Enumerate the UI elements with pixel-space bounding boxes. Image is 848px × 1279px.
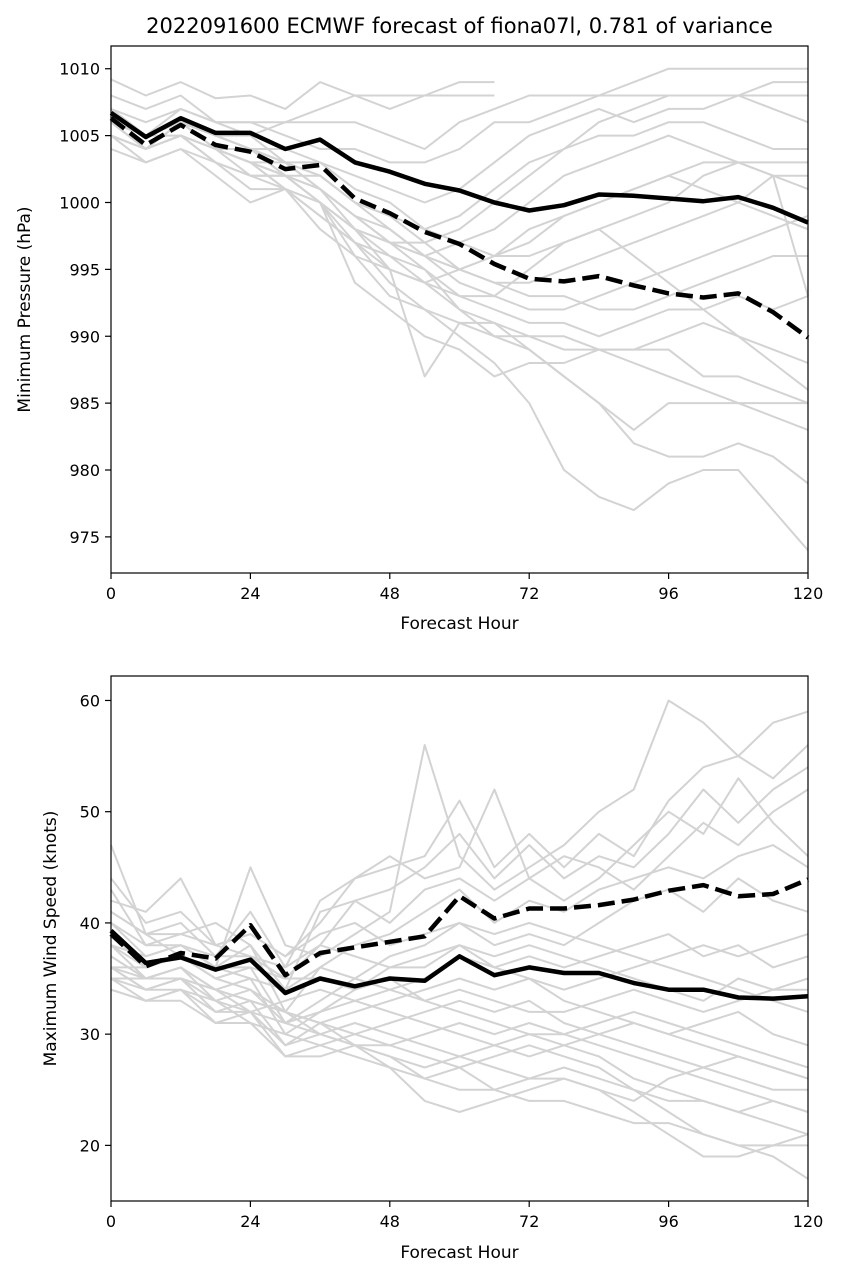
wind-y-tick-label: 30: [80, 1025, 100, 1044]
wind-dashed-line: [109, 877, 809, 978]
wind-x-tick-label: 0: [106, 1212, 116, 1231]
pressure-ensemble-member-20: [110, 121, 809, 405]
wind-ensemble-member-11: [110, 977, 809, 1080]
pressure-ensemble-member-1: [110, 78, 495, 110]
pressure-solid-mean-line: [109, 111, 809, 225]
pressure-y-tick-label: 1010: [59, 60, 100, 79]
wind-ensemble-member-12: [110, 988, 809, 1113]
wind-x-tick-label: 72: [519, 1212, 539, 1231]
pressure-ensemble-member-22: [110, 81, 808, 244]
wind-ensemble-member-8: [110, 933, 809, 1036]
wind-ensemble-member-1: [110, 699, 809, 969]
wind-panel: 0 24 48 72 96 120 20 30 40 50 60 Forecast Hour Ma…: [41, 675, 823, 1263]
pressure-y-tick-label: 980: [69, 461, 100, 480]
wind-ensemble-member-21: [110, 922, 809, 991]
wind-y-ticks: 20 30 40 50 60: [80, 691, 111, 1155]
wind-x-tick-label: 24: [240, 1212, 260, 1231]
wind-ensemble-member-20: [110, 944, 809, 1013]
wind-x-tick-label: 120: [793, 1212, 824, 1231]
pressure-ensemble-member-2: [110, 94, 495, 124]
pressure-y-tick-label: 1005: [59, 127, 100, 146]
pressure-y-tick-label: 1000: [59, 193, 100, 212]
pressure-x-tick-label: 96: [658, 584, 678, 603]
pressure-y-tick-label: 990: [69, 327, 100, 346]
wind-ensemble-member-22: [110, 910, 809, 1013]
pressure-y-axis-label: Minimum Pressure (hPa): [15, 206, 35, 412]
wind-ensemble-member-3: [110, 766, 809, 980]
pressure-axes-frame: [110, 45, 809, 574]
wind-ensemble-member-14: [110, 966, 809, 1180]
wind-ensemble-member-5: [110, 788, 809, 991]
pressure-ensemble-member-21: [110, 108, 809, 297]
wind-x-tick-label: 96: [658, 1212, 678, 1231]
wind-y-tick-label: 50: [80, 803, 100, 822]
pressure-x-tick-label: 72: [519, 584, 539, 603]
pressure-ensemble-member-16: [110, 121, 809, 431]
wind-ensemble-member-19: [110, 988, 809, 1080]
pressure-x-tick-label: 48: [380, 584, 400, 603]
pressure-x-tick-label: 120: [793, 584, 824, 603]
wind-ensemble-member-6: [110, 844, 809, 1013]
pressure-series-group: [109, 67, 810, 551]
pressure-panel: 0 24 48 72 96 120 975 980 985 990 995 1000 1005 1010…: [15, 14, 823, 634]
pressure-y-tick-label: 985: [69, 394, 100, 413]
pressure-x-ticks: 0 24 48 72 96 120: [106, 573, 823, 603]
pressure-y-ticks: 975 980 985 990 995 1000 1005 1010: [59, 60, 111, 547]
wind-x-tick-label: 48: [380, 1212, 400, 1231]
wind-ensemble-member-18: [111, 977, 808, 1102]
pressure-ensemble-member-19: [110, 121, 808, 431]
wind-ensemble-member-2: [110, 744, 809, 958]
wind-ensemble-member-4: [110, 777, 809, 969]
pressure-ensemble-member-12: [110, 108, 808, 311]
pressure-ensemble-member-4: [110, 67, 808, 164]
wind-ensemble-member-16: [110, 944, 808, 1147]
wind-y-axis-label: Maximum Wind Speed (knots): [41, 811, 61, 1067]
pressure-ensemble-member-7: [110, 134, 809, 257]
wind-axes-frame: [110, 675, 809, 1202]
pressure-y-tick-label: 995: [69, 260, 100, 279]
pressure-x-tick-label: 0: [106, 584, 116, 603]
pressure-y-tick-label: 975: [69, 528, 100, 547]
pressure-x-tick-label: 24: [240, 584, 260, 603]
wind-solid-mean-line: [109, 929, 809, 1001]
pressure-x-axis-label: Forecast Hour: [400, 614, 518, 634]
wind-y-tick-label: 40: [80, 914, 100, 933]
wind-series-group: [109, 699, 809, 1180]
wind-x-axis-label: Forecast Hour: [400, 1243, 518, 1263]
wind-ensemble-member-17: [110, 966, 809, 1113]
pressure-ensemble-member-15: [110, 134, 809, 391]
wind-x-ticks: 0 24 48 72 96 120: [106, 1201, 823, 1231]
chart-title: 2022091600 ECMWF forecast of fiona07l, 0…: [146, 14, 773, 38]
pressure-dashed-line: [109, 116, 810, 340]
wind-y-tick-label: 20: [80, 1136, 100, 1155]
wind-y-tick-label: 60: [80, 691, 100, 710]
